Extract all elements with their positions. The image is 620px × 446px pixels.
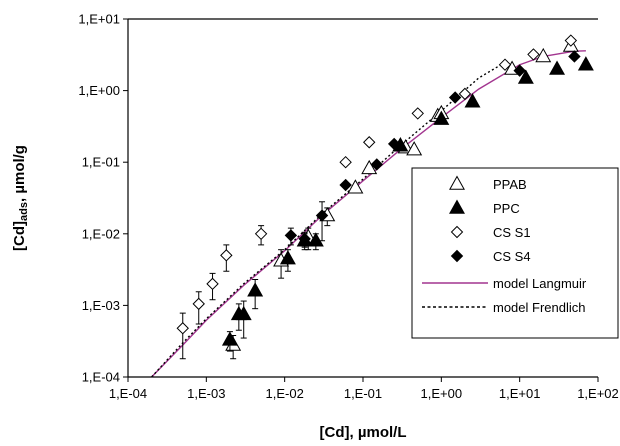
data-point-cs-s4 <box>387 137 401 151</box>
data-point-cs-s4 <box>513 64 526 77</box>
legend-marker-ppc <box>449 199 465 214</box>
data-point-ppc <box>464 93 481 108</box>
data-point-cs-s4 <box>448 91 462 104</box>
data-point-cs-s1 <box>339 155 352 169</box>
y-tick-label: 1,E+01 <box>78 12 120 27</box>
data-point-ppc <box>433 110 450 125</box>
x-tick-label: 1,E-03 <box>187 386 225 401</box>
data-point-ppc <box>549 60 566 75</box>
legend: PPAB PPC CS S1 CS S4 model Langmuir model Fre… <box>411 167 619 339</box>
data-point-ppc <box>517 69 534 84</box>
data-point-ppc <box>221 331 238 346</box>
legend-label: CS S4 <box>493 249 531 264</box>
data-point-ppab <box>535 47 552 63</box>
data-point-ppab <box>347 179 364 194</box>
data-point-ppab <box>406 141 423 156</box>
x-tick-label: 1,E-01 <box>344 386 382 401</box>
data-point-cs-s1 <box>527 48 540 61</box>
data-point-cs-s4 <box>315 209 329 222</box>
y-tick-label: 1,E-01 <box>82 155 120 170</box>
data-point-ppc <box>235 305 252 321</box>
data-point-cs-s1 <box>206 277 219 291</box>
data-point-cs-s4 <box>339 178 352 192</box>
data-point-cs-s1 <box>498 58 512 71</box>
data-point-ppab <box>361 159 378 175</box>
legend-label: CS S1 <box>493 225 531 240</box>
legend-marker-cs-s1 <box>450 225 464 239</box>
data-point-ppc <box>307 232 324 247</box>
x-tick-label: 1,E-04 <box>109 386 147 401</box>
data-point-cs-s4 <box>298 232 311 246</box>
x-axis-title: [Cd], µmol/L <box>320 424 407 441</box>
data-point-cs-s1 <box>220 249 233 262</box>
y-axis-title: [Cd]ads, µmol/g <box>11 145 30 251</box>
y-tick-label: 1,E-04 <box>82 370 120 385</box>
data-point-cs-s1 <box>458 87 472 101</box>
legend-marker-cs-s4 <box>450 249 464 263</box>
y-tick-label: 1,E-03 <box>82 298 120 313</box>
legend-box <box>411 167 619 339</box>
legend-label: model Langmuir <box>493 276 587 291</box>
y-tick-label: 1,E+00 <box>78 83 120 98</box>
data-point-cs-s1 <box>411 107 424 120</box>
legend-marker-ppab <box>449 175 465 190</box>
data-point-ppc <box>247 282 264 297</box>
legend-label: PPAB <box>493 177 527 192</box>
data-point-cs-s1 <box>176 322 189 335</box>
x-tick-label: 1,E+01 <box>499 386 541 401</box>
legend-label: model Frendlich <box>493 300 586 315</box>
y-tick-label: 1,E-02 <box>82 226 120 241</box>
data-point-ppc <box>577 56 594 71</box>
data-point-cs-s1 <box>362 136 376 149</box>
data-point-cs-s4 <box>284 229 298 242</box>
data-point-cs-s4 <box>370 158 384 171</box>
data-point-cs-s1 <box>254 227 268 241</box>
x-tick-label: 1,E+02 <box>577 386 619 401</box>
legend-label: PPC <box>493 201 520 216</box>
x-tick-label: 1,E-02 <box>266 386 304 401</box>
data-point-cs-s1 <box>192 297 205 311</box>
x-tick-label: 1,E+00 <box>421 386 463 401</box>
data-point-cs-s1 <box>564 34 578 47</box>
data-point-cs-s4 <box>568 50 581 63</box>
data-point-ppc <box>279 250 296 265</box>
